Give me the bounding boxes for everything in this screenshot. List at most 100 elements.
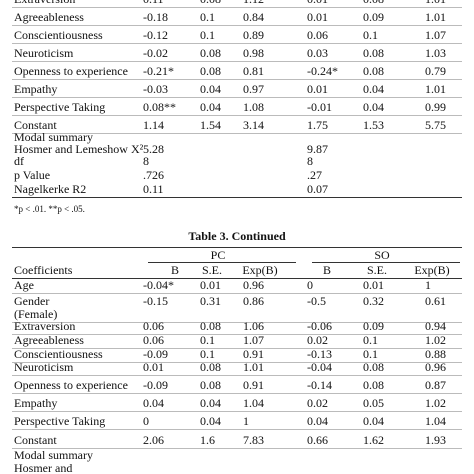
cell: -0.13 xyxy=(307,347,332,361)
cell: 0.66 xyxy=(307,433,328,447)
row-label: Agreeableness xyxy=(14,10,84,24)
group-header: PC xyxy=(210,248,226,262)
cell: -0.02 xyxy=(143,46,168,60)
rule xyxy=(12,247,462,248)
cell: 0.1 xyxy=(363,347,378,361)
rule xyxy=(12,362,462,363)
cell: -0.5 xyxy=(307,294,326,308)
cell: 0.1 xyxy=(200,10,215,24)
rule xyxy=(12,7,462,8)
cell: 0.08 xyxy=(200,64,221,78)
cell: 0.06 xyxy=(143,333,164,347)
column-header: Exp(B) xyxy=(414,263,450,277)
row-label: Extraversion xyxy=(14,0,75,6)
cell: 1.54 xyxy=(200,118,221,132)
row-label: Openness to experience xyxy=(14,378,128,392)
cell: 0.04 xyxy=(363,414,384,428)
rule xyxy=(12,322,462,323)
rule xyxy=(12,115,462,116)
cell: 1 xyxy=(425,278,431,292)
cell: 0.07 xyxy=(307,182,328,196)
cell: 0.1 xyxy=(200,347,215,361)
cell: 1.12 xyxy=(243,0,264,6)
cell: 0.02 xyxy=(307,396,328,410)
row-label: Age xyxy=(14,278,34,292)
rule xyxy=(12,278,462,279)
cell: -0.24* xyxy=(307,64,338,78)
cell: 1.01 xyxy=(425,82,446,96)
cell: 0.08 xyxy=(363,360,384,374)
rule xyxy=(12,197,462,198)
cell: 0.08 xyxy=(200,319,221,333)
row-label: Perspective Taking xyxy=(14,100,106,114)
cell: 0.11 xyxy=(143,0,164,6)
cell: -0.09 xyxy=(143,347,168,361)
cell: 0.04 xyxy=(143,396,164,410)
cell: 1.01 xyxy=(425,10,446,24)
row-label: Hosmer and xyxy=(14,461,73,474)
rule xyxy=(12,43,462,44)
cell: 0.08 xyxy=(200,0,221,6)
rule xyxy=(12,293,462,294)
cell: 0.98 xyxy=(243,46,264,60)
cell: 0.08 xyxy=(200,378,221,392)
rule xyxy=(12,334,462,335)
cell: 1.03 xyxy=(425,46,446,60)
table-title: Table 3. Continued xyxy=(188,229,286,243)
column-header: S.E. xyxy=(201,263,222,277)
cell: 1.93 xyxy=(425,433,446,447)
cell: -0.12 xyxy=(143,28,168,42)
row-label: Conscientiousness xyxy=(14,347,103,361)
footnote: *p < .01. **p < .05. xyxy=(14,204,85,214)
cell: 1.02 xyxy=(425,333,446,347)
cell: 0.01 xyxy=(307,0,328,6)
row-label: Extraversion xyxy=(14,319,76,333)
cell: 0.96 xyxy=(243,278,264,292)
row-label: Hosmer and Lemeshow X² xyxy=(14,142,144,156)
row-label: Constant xyxy=(14,118,57,132)
cell: 0.94 xyxy=(425,319,446,333)
cell: .27 xyxy=(307,168,322,182)
row-label: Perspective Taking xyxy=(14,414,106,428)
rule xyxy=(312,262,460,263)
cell: 0.96 xyxy=(425,360,446,374)
cell: 1.06 xyxy=(243,319,264,333)
cell: 0.86 xyxy=(243,294,264,308)
cell: 0.32 xyxy=(363,294,384,308)
rule xyxy=(12,375,462,376)
cell: 0 xyxy=(307,278,313,292)
cell: -0.06 xyxy=(307,319,332,333)
cell: 0.08 xyxy=(363,64,384,78)
cell: 1.02 xyxy=(425,396,446,410)
row-label: Modal summary xyxy=(14,448,93,462)
rule xyxy=(12,348,462,349)
cell: 0.08 xyxy=(363,0,384,6)
cell: -0.01 xyxy=(307,100,332,114)
row-label: Neuroticism xyxy=(14,46,74,60)
cell: 0.99 xyxy=(425,100,446,114)
cell: 5.28 xyxy=(143,142,164,156)
row-label: Empathy xyxy=(14,82,58,96)
cell: -0.15 xyxy=(143,294,168,308)
cell: 0.04 xyxy=(200,82,221,96)
column-header: Coefficients xyxy=(14,263,73,277)
cell: 0.01 xyxy=(307,82,328,96)
row-label: Agreeableness xyxy=(14,333,84,347)
cell: 0.91 xyxy=(243,378,264,392)
cell: 1.14 xyxy=(143,118,164,132)
column-header: B xyxy=(322,263,331,277)
cell: 0.1 xyxy=(363,333,378,347)
cell: 0.04 xyxy=(363,100,384,114)
cell: 0.1 xyxy=(363,28,378,42)
row-label: p Value xyxy=(14,168,51,182)
cell: 0.02 xyxy=(307,333,328,347)
cell: 0.1 xyxy=(200,28,215,42)
column-header: B xyxy=(170,263,179,277)
rule xyxy=(148,262,296,263)
rule xyxy=(12,429,462,430)
cell: 0.01 xyxy=(143,360,164,374)
cell: -0.18 xyxy=(143,10,168,24)
cell: 0.89 xyxy=(243,28,264,42)
rule xyxy=(12,448,462,449)
